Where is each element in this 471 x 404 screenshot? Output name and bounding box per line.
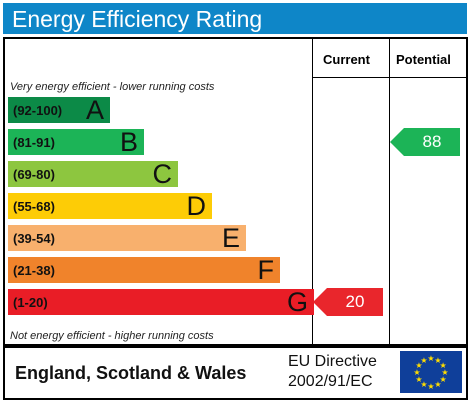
divider-current — [312, 39, 313, 344]
band-range: (81-91) — [13, 135, 55, 150]
eu-star-icon: ★ — [415, 375, 422, 384]
band-letter: B — [119, 127, 138, 157]
note-inefficient: Not energy efficient - higher running co… — [10, 330, 214, 342]
band-c: (69-80) C — [8, 159, 178, 189]
eu-star-icon: ★ — [441, 368, 448, 377]
band-letter: D — [186, 191, 207, 221]
band-letter: C — [152, 159, 173, 189]
arrow-tip — [390, 128, 404, 156]
page-title: Energy Efficiency Rating — [12, 6, 263, 32]
band-range: (55-68) — [13, 199, 55, 214]
header-divider — [312, 77, 466, 78]
eu-star-icon: ★ — [434, 380, 441, 389]
eu-star-icon: ★ — [413, 368, 420, 377]
band-range: (69-80) — [13, 167, 55, 182]
band-letter: F — [257, 255, 275, 285]
eu-flag-stars: ★★★★★★★★★ ★ ★★ — [413, 354, 448, 391]
eu-star-icon: ★ — [415, 361, 422, 370]
note-efficient: Very energy efficient - lower running co… — [10, 81, 215, 93]
arrow-body — [404, 128, 460, 156]
region-label: England, Scotland & Wales — [15, 363, 247, 383]
arrow-tip — [313, 288, 327, 316]
title-bar: Energy Efficiency Rating — [3, 3, 467, 34]
band-e: (39-54) E — [8, 223, 246, 253]
band-range: (21-38) — [13, 263, 55, 278]
band-b: (81-91) B — [8, 127, 144, 157]
potential-rating-arrow: 88 — [390, 128, 460, 156]
eu-star-icon: ★ — [420, 380, 427, 389]
divider-potential — [389, 39, 390, 344]
band-g: (1-20) G — [8, 287, 314, 317]
band-letter: G — [286, 287, 308, 317]
band-letter: E — [221, 223, 240, 253]
eu-star-icon: ★ — [440, 361, 447, 370]
band-range: (39-54) — [13, 231, 55, 246]
column-header-current: Current — [323, 52, 370, 67]
directive-line-2: 2002/91/EC — [288, 373, 373, 390]
eu-star-icon: ★ — [440, 375, 447, 384]
eu-star-icon: ★ — [420, 356, 427, 365]
eu-flag-icon: ★ ★ ★ ★ ★ ★ ★ ★ ★ ★ ★ ★ — [400, 351, 462, 393]
eu-star-icon: ★ — [434, 356, 441, 365]
band-d: (55-68) D — [8, 191, 212, 221]
eu-star-icon: ★ — [427, 382, 434, 391]
footer: England, Scotland & Wales EU Directive 2… — [3, 346, 468, 400]
eu-star-icon: ★ — [427, 354, 434, 363]
band-f: (21-38) F — [8, 255, 280, 285]
band-range: (92-100) — [13, 103, 63, 118]
rating-table: Current Potential Very energy efficient … — [3, 37, 468, 346]
eu-directive: EU Directive 2002/91/EC — [288, 352, 377, 392]
arrow-body — [327, 288, 383, 316]
current-rating-arrow: 20 — [313, 288, 383, 316]
potential-rating-value: 88 — [422, 132, 442, 151]
column-header-potential: Potential — [396, 52, 451, 67]
band-letter: A — [85, 95, 104, 125]
band-range: (1-20) — [13, 295, 48, 310]
directive-line-1: EU Directive — [288, 353, 377, 370]
current-rating-value: 20 — [345, 292, 365, 311]
band-a: (92-100) A — [8, 95, 110, 125]
